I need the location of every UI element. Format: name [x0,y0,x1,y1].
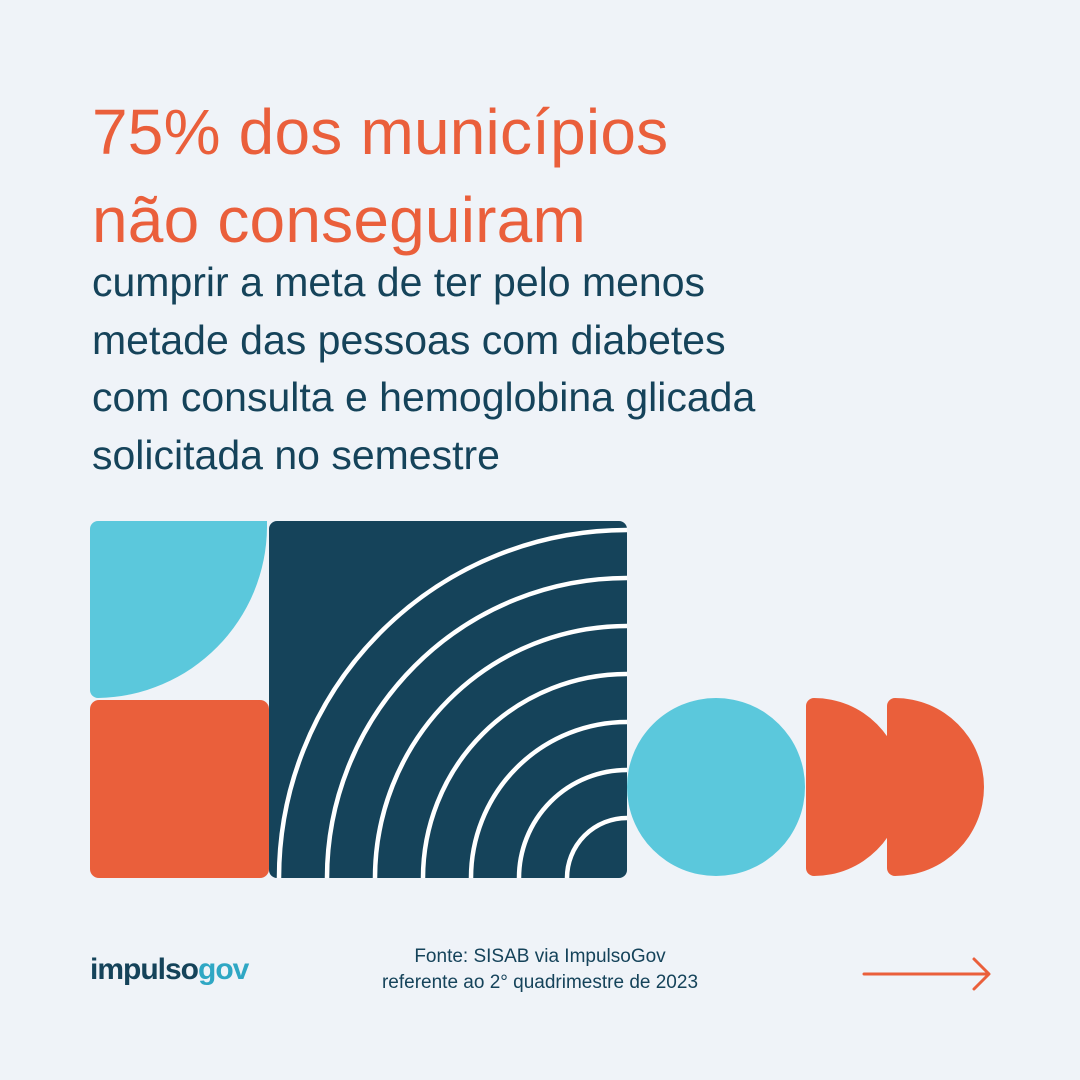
body-text: cumprir a meta de ter pelo menos metade … [92,254,755,484]
source-line-2: referente ao 2° quadrimestre de 2023 [381,972,699,993]
headline: 75% dos municípios não conseguiram [92,88,668,264]
body-line-2: metade das pessoas com diabetes [92,316,726,363]
orange-half-circle-left-shape [806,698,903,876]
headline-line-2: não conseguiram [92,184,586,256]
cyan-circle-shape [627,698,805,876]
body-line-3: com consulta e hemoglobina glicada [92,374,756,420]
source-note: Fonte: SISAB via ImpulsoGov referente ao… [330,944,750,996]
body-line-1: cumprir a meta de ter pelo menos [92,259,705,305]
headline-line-1: 75% dos municípios [92,96,669,168]
logo-part-gov: gov [198,953,249,986]
orange-half-circle-right-shape [887,698,984,876]
cyan-quarter-circle-shape [90,521,267,698]
orange-square-shape [90,700,269,878]
arrow-right-icon[interactable] [860,954,996,994]
impulsogov-logo: impulsogov [90,950,249,990]
navy-arc-square-shape [269,521,628,879]
logo-part-impulso: impulso [90,953,199,986]
source-line-1: Fonte: SISAB via ImpulsoGov [414,946,666,967]
body-line-4: solicitada no semestre [92,431,500,478]
